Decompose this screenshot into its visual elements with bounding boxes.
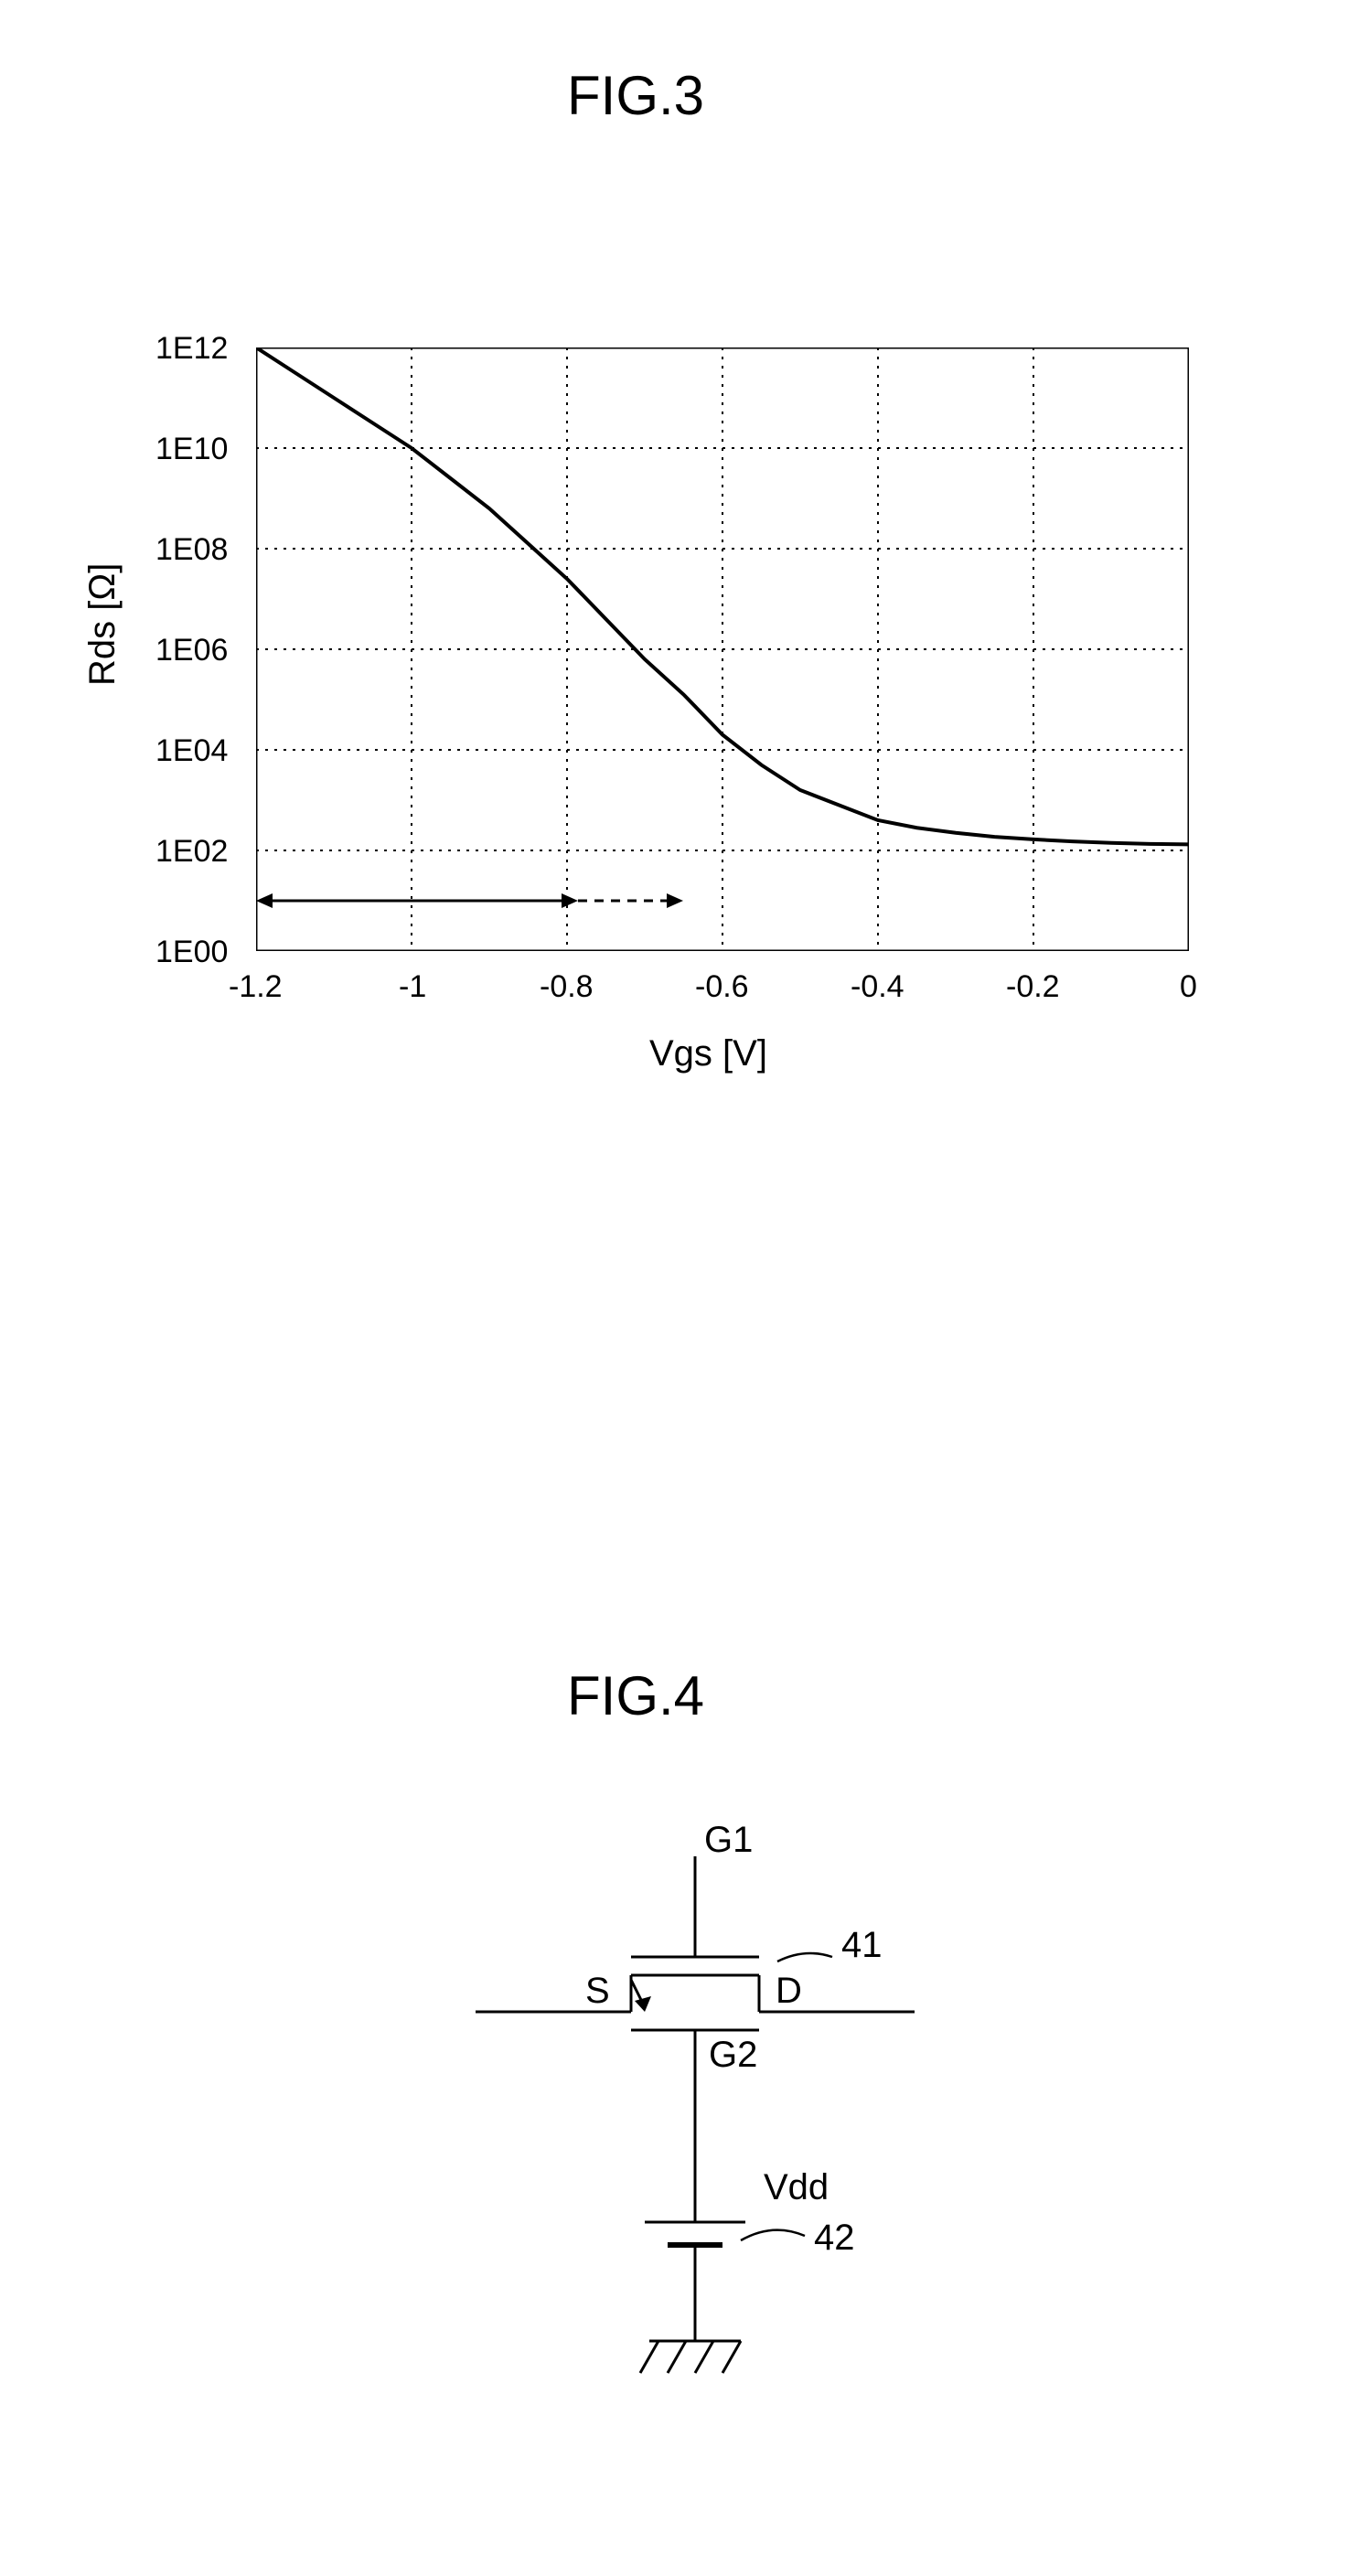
fig3-chart	[256, 347, 1189, 956]
ytick-1e00: 1E00	[155, 935, 228, 970]
label-s: S	[585, 1971, 610, 2012]
ytick-1e10: 1E10	[155, 432, 228, 467]
label-g1: G1	[704, 1820, 753, 1861]
xtick-n06: -0.6	[695, 969, 749, 1005]
fig4-title: FIG.4	[567, 1664, 704, 1727]
ytick-1e08: 1E08	[155, 532, 228, 568]
ytick-1e02: 1E02	[155, 834, 228, 870]
ytick-1e06: 1E06	[155, 633, 228, 668]
xtick-n08: -0.8	[540, 969, 594, 1005]
fig4-circuit	[439, 1829, 988, 2474]
label-d: D	[776, 1971, 802, 2012]
label-ref42: 42	[814, 2218, 855, 2259]
fig3-title: FIG.3	[567, 64, 704, 127]
ylabel: Rds [Ω]	[82, 563, 123, 686]
fig3-chart-svg	[256, 347, 1189, 951]
ytick-1e12: 1E12	[155, 331, 228, 367]
xtick-n02: -0.2	[1006, 969, 1060, 1005]
xtick-n04: -0.4	[851, 969, 904, 1005]
label-ref41: 41	[841, 1925, 883, 1966]
xtick-n1: -1	[399, 969, 426, 1005]
xlabel: Vgs [V]	[649, 1033, 767, 1074]
xtick-n12: -1.2	[229, 969, 283, 1005]
label-g2: G2	[709, 2035, 757, 2076]
fig4-circuit-svg	[439, 1829, 988, 2469]
label-vdd: Vdd	[764, 2167, 829, 2208]
ytick-1e04: 1E04	[155, 733, 228, 769]
xtick-0: 0	[1180, 969, 1197, 1005]
